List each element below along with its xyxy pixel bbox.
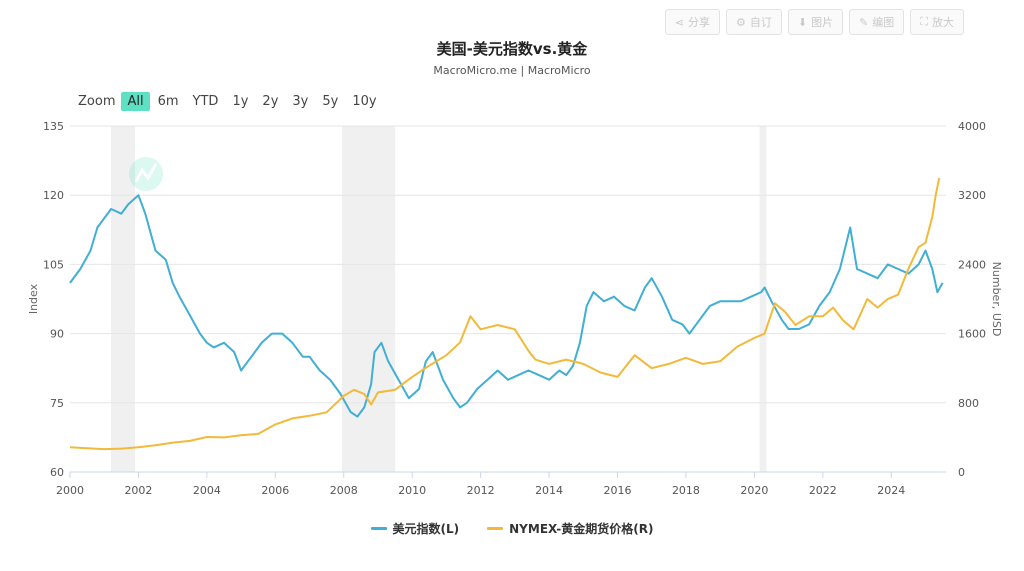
expand-icon: ⛶	[920, 15, 928, 28]
legend-label-dxy: 美元指数(L)	[392, 522, 460, 536]
x-tick-label: 2016	[604, 484, 632, 497]
right-tick-label: 1600	[958, 328, 986, 341]
toolbar-button-pencil[interactable]: ✎ 编图	[849, 9, 905, 35]
zoom-option-ytd[interactable]: YTD	[192, 94, 219, 109]
chart-subtitle: MacroMicro.me | MacroMicro	[433, 64, 591, 77]
zoom-selector: Zoom All 6m YTD 1y 2y 3y 5y 10y	[78, 92, 385, 111]
right-tick-label: 2400	[958, 258, 986, 271]
toolbar-button-settings[interactable]: ⚙ 自订	[725, 9, 782, 35]
x-tick-label: 2004	[193, 484, 221, 497]
zoom-option-5y[interactable]: 5y	[322, 94, 339, 109]
toolbar-button-share[interactable]: ⋖ 分享	[664, 9, 720, 35]
x-tick-label: 2000	[56, 484, 84, 497]
left-tick-label: 120	[43, 189, 64, 202]
toolbar-label: 编图	[872, 16, 895, 29]
right-tick-label: 800	[958, 397, 979, 410]
right-tick-label: 3200	[958, 189, 986, 202]
left-tick-label: 135	[43, 120, 64, 133]
right-tick-label: 4000	[958, 120, 986, 133]
zoom-option-10y[interactable]: 10y	[352, 94, 377, 109]
pencil-icon: ✎	[859, 15, 869, 29]
x-tick-label: 2014	[535, 484, 563, 497]
x-tick-label: 2002	[124, 484, 152, 497]
toolbar-button-download[interactable]: ⬇ 图片	[787, 9, 844, 35]
toolbar-label: 放大	[932, 16, 954, 29]
toolbar-button-expand[interactable]: ⛶ 放大	[910, 9, 964, 35]
left-tick-label: 90	[50, 328, 64, 341]
x-tick-label: 2018	[672, 484, 700, 497]
legend-swatch-dxy	[370, 527, 387, 530]
legend-item-gold[interactable]: NYMEX-黄金期货价格(R)	[487, 520, 653, 537]
zoom-options: All 6m YTD 1y 2y 3y 5y 10y	[121, 92, 384, 111]
settings-icon: ⚙	[735, 15, 746, 29]
recession-band	[759, 126, 767, 472]
series-line-gold	[69, 177, 941, 451]
x-tick-label: 2006	[261, 484, 289, 497]
recession-band	[342, 126, 396, 472]
right-tick-label: 0	[958, 466, 965, 479]
left-axis-title: Index	[27, 283, 40, 314]
download-icon: ⬇	[797, 15, 808, 29]
x-tick-label: 2008	[330, 484, 358, 497]
recession-band	[111, 126, 136, 472]
left-tick-label: 75	[50, 397, 64, 410]
right-axis-title: Number, USD	[990, 262, 1003, 337]
watermark-icon	[129, 157, 163, 191]
zoom-option-all[interactable]: All	[121, 92, 150, 111]
zoom-option-2y[interactable]: 2y	[262, 94, 279, 109]
x-tick-label: 2024	[877, 484, 905, 497]
toolbar-label: 分享	[687, 16, 710, 29]
legend-swatch-gold	[487, 527, 504, 530]
series-line-dxy	[69, 194, 944, 418]
toolbar-label: 图片	[811, 16, 834, 29]
x-tick-label: 2010	[398, 484, 426, 497]
watermark-logo	[129, 157, 163, 191]
zoom-option-6m[interactable]: 6m	[157, 94, 179, 109]
zoom-option-3y[interactable]: 3y	[292, 94, 309, 109]
watermark-icon-mark	[134, 163, 158, 183]
chart-title: 美国-美元指数vs.黄金	[436, 40, 588, 58]
x-tick-label: 2022	[809, 484, 837, 497]
x-tick-label: 2020	[740, 484, 768, 497]
share-icon: ⋖	[674, 15, 684, 29]
legend-label-gold: NYMEX-黄金期货价格(R)	[509, 522, 654, 536]
zoom-label: Zoom	[78, 94, 116, 109]
toolbar-label: 自订	[749, 16, 772, 29]
legend-item-dxy[interactable]: 美元指数(L)	[370, 520, 460, 537]
chart-legend: 美元指数(L) NYMEX-黄金期货价格(R)	[0, 520, 1024, 537]
left-tick-label: 105	[43, 258, 64, 271]
left-tick-label: 60	[50, 466, 64, 479]
chart-toolbar: ⋖ 分享 ⚙ 自订 ⬇ 图片 ✎ 编图 ⛶ 放大	[664, 9, 964, 35]
x-tick-label: 2012	[467, 484, 495, 497]
zoom-option-1y[interactable]: 1y	[232, 94, 249, 109]
